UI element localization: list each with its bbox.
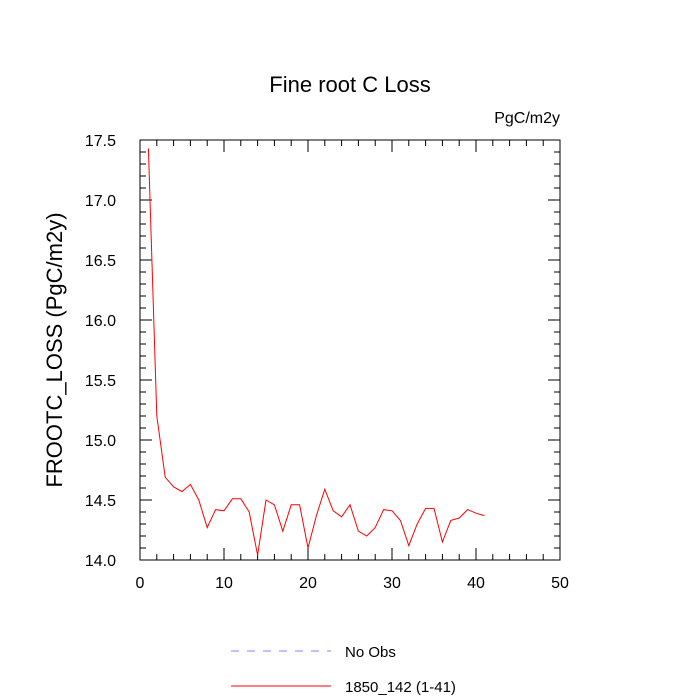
plot-frame bbox=[139, 139, 561, 561]
x-tick-label: 10 bbox=[215, 575, 233, 592]
plot-area: 0 10 20 30 40 50 14.0 14.5 15.0 15.5 16.0 16.5 17.0 1… bbox=[85, 133, 569, 592]
x-tick-label: 40 bbox=[467, 575, 485, 592]
y-tick-label: 15.5 bbox=[85, 373, 116, 390]
legend: No Obs 1850_142 (1-41) bbox=[231, 644, 456, 696]
series-line-1 bbox=[147, 148, 485, 556]
y-tick-label: 16.0 bbox=[85, 313, 116, 330]
units-label: PgC/m2y bbox=[494, 110, 560, 127]
x-tick-label: 30 bbox=[383, 575, 401, 592]
y-tick-label: 14.0 bbox=[85, 553, 116, 570]
x-tick-label: 50 bbox=[551, 575, 569, 592]
y-tick-label: 15.0 bbox=[85, 433, 116, 450]
y-tick-label: 14.5 bbox=[85, 493, 116, 510]
y-axis-label: FROOTC_LOSS (PgC/m2y) bbox=[42, 212, 67, 487]
y-tick-label: 17.5 bbox=[85, 133, 116, 150]
y-tick-label: 16.5 bbox=[85, 253, 116, 270]
y-tick-label: 17.0 bbox=[85, 193, 116, 210]
legend-label-1850-142: 1850_142 (1-41) bbox=[345, 679, 456, 696]
x-tick-label: 0 bbox=[136, 575, 145, 592]
legend-label-no-obs: No Obs bbox=[345, 644, 396, 661]
chart-title: Fine root C Loss bbox=[269, 72, 430, 97]
x-tick-label: 20 bbox=[299, 575, 317, 592]
